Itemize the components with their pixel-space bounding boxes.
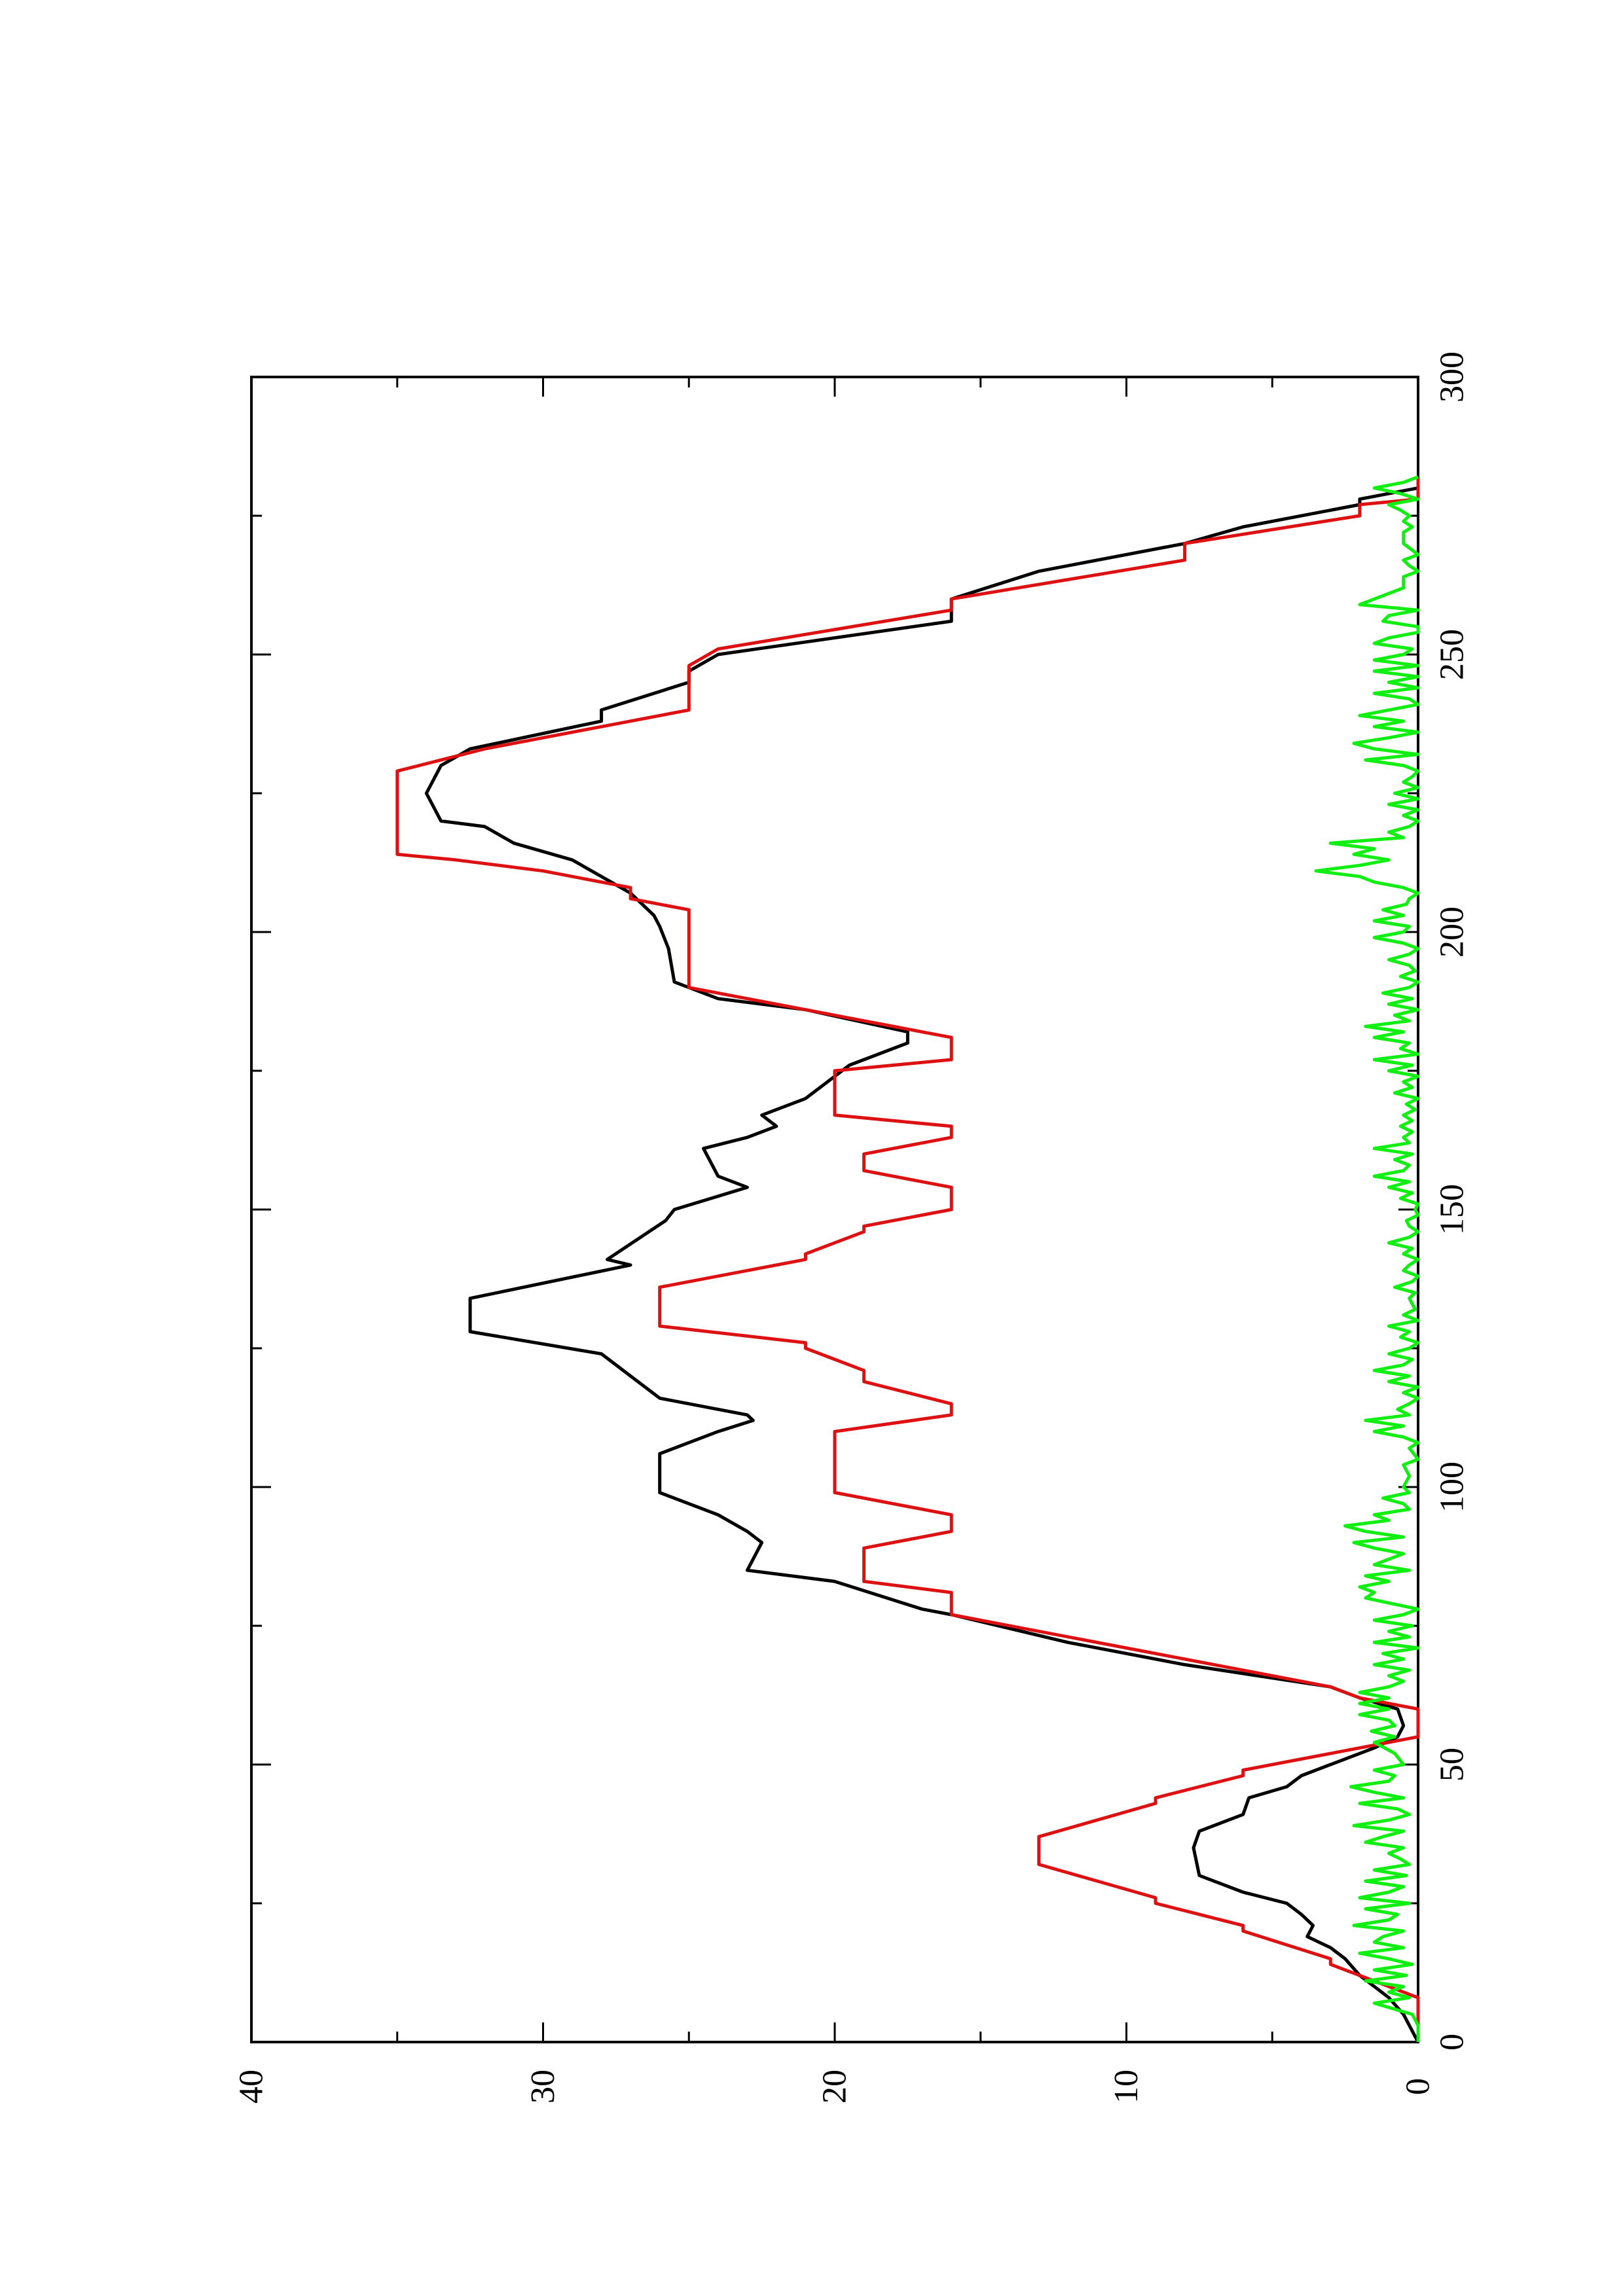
x-tick-label: 300 [1434,351,1471,403]
series-line-red [395,476,1420,2042]
x-tick-label: 50 [1434,1748,1471,1782]
series-line-black [424,486,1420,2043]
y-tick-label: 20 [816,2070,854,2104]
y-tick-label: 10 [1108,2070,1145,2104]
plot-frame [250,376,1419,2043]
y-tick-label: 30 [524,2070,562,2104]
x-tick-label: 0 [1434,2034,1471,2051]
x-tick-label: 200 [1434,906,1471,958]
y-tick-label: 0 [1400,2078,1437,2095]
x-tick-label: 100 [1434,1462,1471,1513]
axis-ticks [250,376,1419,2043]
series-layer [395,475,1420,2043]
x-tick-label: 150 [1434,1184,1471,1235]
axis-tick-labels: 0 50 100 150 200 250 300 0 10 20 30 40 [233,351,1471,2104]
x-tick-label: 250 [1434,629,1471,680]
y-tick-label: 40 [233,2070,270,2104]
series-line-green [1314,475,1420,2042]
